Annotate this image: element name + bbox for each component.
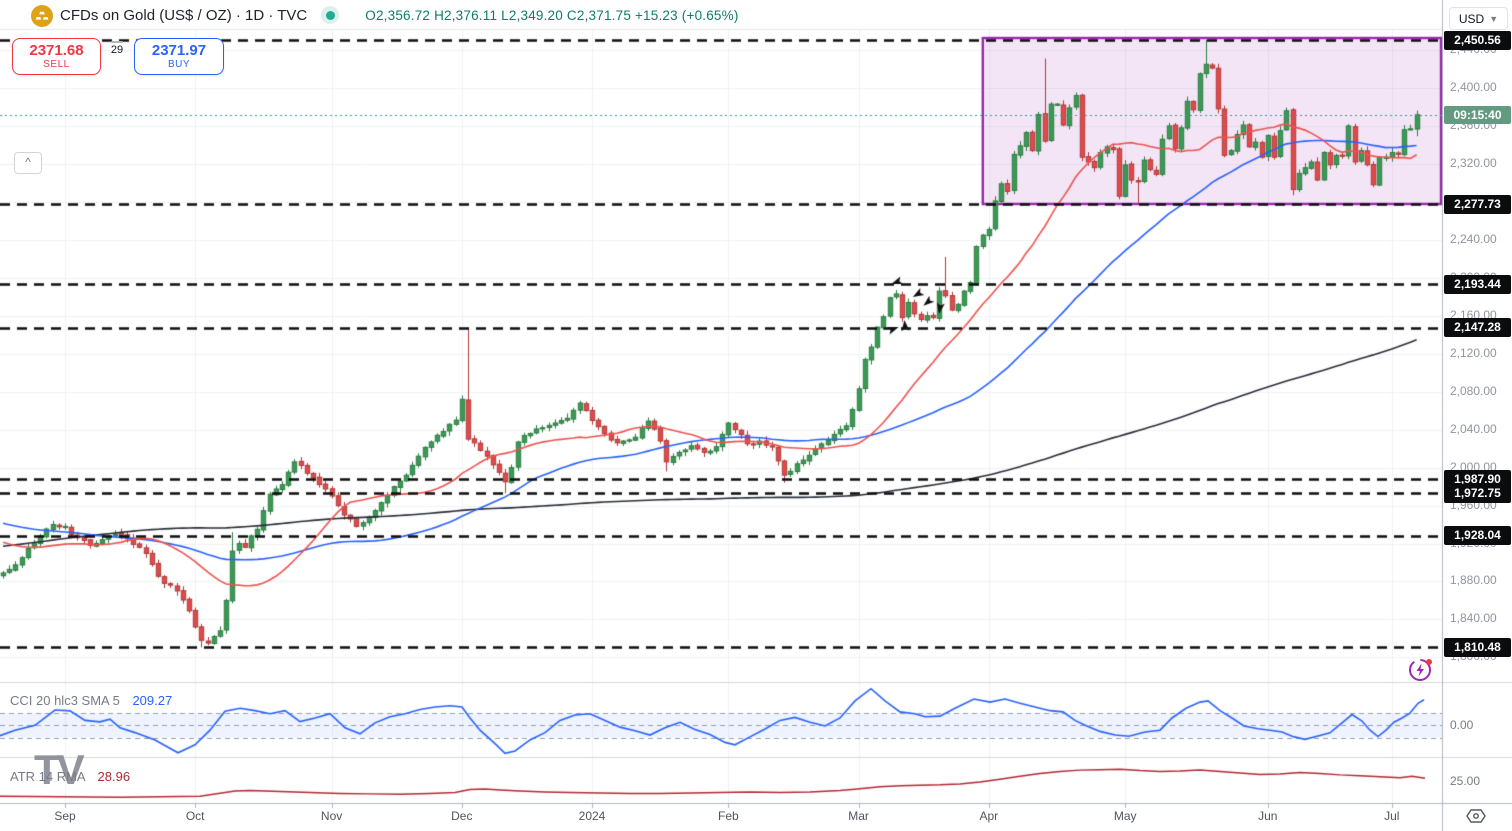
time-axis-label: Feb bbox=[718, 809, 739, 823]
sell-button[interactable]: 2371.68 SELL bbox=[12, 38, 101, 75]
spread-value: 29 bbox=[110, 44, 124, 56]
spark-lightning-icon[interactable] bbox=[1406, 654, 1436, 684]
buy-label: BUY bbox=[167, 58, 191, 70]
market-status-icon bbox=[321, 6, 340, 24]
price-axis-label: 2,400.00 bbox=[1450, 79, 1497, 94]
price-level-tag: 1,928.04 bbox=[1444, 526, 1511, 546]
symbol-title[interactable]: CFDs on Gold (US$ / OZ) · 1D · TVC bbox=[60, 6, 308, 24]
tradingview-watermark: TV bbox=[34, 746, 85, 793]
atr-value: 28.96 bbox=[97, 769, 131, 784]
axis-settings-icon[interactable] bbox=[1465, 808, 1487, 824]
cci-value: 209.27 bbox=[132, 693, 173, 708]
time-axis-label: May bbox=[1113, 809, 1137, 823]
price-axis-label: 2,040.00 bbox=[1450, 421, 1497, 436]
price-level-tag: 1,972.75 bbox=[1444, 483, 1511, 503]
gold-symbol-icon bbox=[31, 5, 53, 27]
cci-axis-label: 0.00 bbox=[1450, 718, 1474, 732]
price-level-tag: 2,193.44 bbox=[1444, 274, 1511, 294]
time-axis-label: 2024 bbox=[578, 809, 606, 823]
sell-label: SELL bbox=[43, 58, 70, 70]
time-axis-label: Oct bbox=[185, 809, 205, 823]
time-axis-label: Dec bbox=[451, 809, 473, 823]
atr-legend[interactable]: ATR 14 RMA 28.96 bbox=[10, 769, 131, 784]
bar-countdown-tag: 09:15:40 bbox=[1444, 105, 1511, 124]
atr-axis-label: 25.00 bbox=[1450, 774, 1481, 788]
price-axis-label: 2,240.00 bbox=[1450, 231, 1497, 246]
cci-legend[interactable]: CCI 20 hlc3 SMA 5 209.27 bbox=[10, 693, 173, 708]
currency-dropdown[interactable]: USD ▼ bbox=[1449, 7, 1508, 30]
spread-drag-handle[interactable] bbox=[111, 41, 123, 43]
time-axis-label: Apr bbox=[979, 809, 999, 823]
time-axis-label: Jun bbox=[1258, 809, 1278, 823]
time-axis-label: Mar bbox=[848, 809, 869, 823]
price-axis-label: 2,080.00 bbox=[1450, 383, 1497, 398]
price-level-tag: 1,810.48 bbox=[1444, 637, 1511, 657]
ohlc-values: O2,356.72 H2,376.11 L2,349.20 C2,371.75 … bbox=[365, 7, 739, 23]
chevron-up-icon: ^ bbox=[25, 155, 31, 169]
time-axis-label: Jul bbox=[1384, 809, 1400, 823]
time-axis-label: Sep bbox=[54, 809, 76, 823]
sell-price: 2371.68 bbox=[29, 41, 84, 59]
buy-price: 2371.97 bbox=[151, 41, 207, 59]
chart-header: CFDs on Gold (US$ / OZ) · 1D · TVC O2,35… bbox=[0, 0, 1442, 30]
time-axis-label: Nov bbox=[320, 809, 343, 823]
price-level-tag: 1,987.90 bbox=[1444, 469, 1511, 489]
price-axis-label: 2,160.00 bbox=[1450, 307, 1497, 322]
chevron-down-icon: ▼ bbox=[1489, 13, 1499, 24]
price-axis-label: 1,880.00 bbox=[1450, 573, 1497, 588]
price-axis-label: 1,840.00 bbox=[1450, 611, 1497, 626]
price-axis-label: 2,120.00 bbox=[1450, 345, 1497, 360]
price-axis-label: 2,320.00 bbox=[1450, 155, 1497, 170]
price-level-tag: 2,147.28 bbox=[1444, 318, 1511, 338]
collapse-legend-button[interactable]: ^ bbox=[14, 152, 42, 174]
price-level-tag: 2,277.73 bbox=[1444, 194, 1511, 214]
buy-button[interactable]: 2371.97 BUY bbox=[134, 38, 224, 75]
currency-label: USD bbox=[1458, 11, 1485, 26]
price-level-tag: 2,450.56 bbox=[1444, 30, 1511, 50]
